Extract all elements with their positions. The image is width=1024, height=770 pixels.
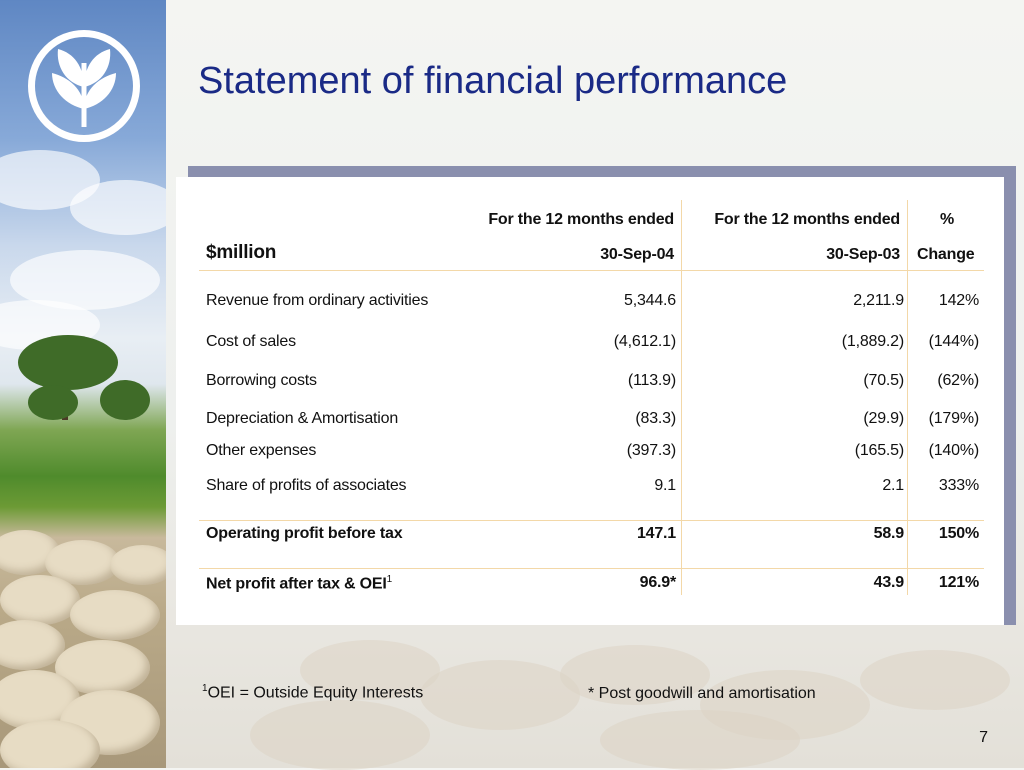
- row-change: 333%: [938, 477, 979, 494]
- row-label: Borrowing costs: [206, 372, 317, 389]
- row-change: (62%): [937, 372, 979, 389]
- financial-table-panel: [176, 177, 1004, 625]
- row-change: 142%: [938, 292, 979, 309]
- header-2004-line2: 30-Sep-04: [600, 246, 674, 263]
- row-label: Other expenses: [206, 442, 317, 459]
- row-value-2004: (113.9): [627, 372, 676, 389]
- header-unit-label: $million: [206, 242, 277, 263]
- wheat-emblem-logo: [28, 30, 140, 142]
- slide-title: Statement of financial performance: [198, 60, 788, 102]
- farm-photo-strip: [0, 0, 166, 768]
- row-value-2003: 2,211.9: [853, 292, 904, 309]
- net-profit-label-sup: 1: [386, 574, 393, 585]
- net-profit-label-text: Net profit after tax & OEI: [206, 575, 387, 593]
- header-2003-line2: 30-Sep-03: [826, 246, 900, 263]
- operating-profit-rule: [199, 520, 984, 521]
- row-value-2004: 147.1: [636, 525, 676, 542]
- row-value-2003: (165.5): [854, 442, 904, 459]
- table-shadow-top: [188, 166, 1016, 177]
- net-profit-rule: [199, 568, 984, 569]
- row-change: 150%: [938, 525, 979, 542]
- row-value-2004: (83.3): [635, 410, 676, 427]
- row-change: (140%): [928, 442, 980, 459]
- header-2003-line1: For the 12 months ended: [714, 211, 900, 228]
- footnote-oei: 1OEI = Outside Equity Interests: [202, 683, 423, 702]
- row-value-2003: (70.5): [863, 372, 904, 389]
- row-value-2003: (1,889.2): [841, 333, 904, 350]
- row-label: Operating profit before tax: [206, 525, 403, 542]
- row-change: (144%): [928, 333, 980, 350]
- row-value-2004: 9.1: [654, 477, 676, 494]
- header-rule: [199, 270, 984, 271]
- header-change-line2: Change: [917, 246, 975, 263]
- row-value-2003: 43.9: [873, 574, 905, 591]
- footnote-oei-sup: 1: [202, 683, 208, 694]
- row-change: 121%: [938, 574, 979, 591]
- row-value-2004: 96.9*: [639, 574, 677, 591]
- row-value-2004: (397.3): [626, 442, 676, 459]
- row-value-2004: 5,344.6: [624, 292, 676, 309]
- row-label: Net profit after tax & OEI1: [206, 574, 392, 593]
- row-value-2003: (29.9): [863, 410, 904, 427]
- column-divider: [907, 200, 908, 595]
- row-value-2004: (4,612.1): [613, 333, 676, 350]
- row-label: Revenue from ordinary activities: [206, 292, 429, 309]
- footnote-oei-text: OEI = Outside Equity Interests: [207, 684, 424, 702]
- column-divider: [681, 200, 682, 595]
- row-change: (179%): [928, 410, 980, 427]
- header-2004-line1: For the 12 months ended: [488, 211, 674, 228]
- row-value-2003: 2.1: [882, 477, 904, 494]
- header-change-line1: %: [940, 211, 955, 228]
- row-label: Depreciation & Amortisation: [206, 410, 399, 427]
- table-shadow-right: [1004, 166, 1016, 625]
- row-label: Cost of sales: [206, 333, 296, 350]
- row-label: Share of profits of associates: [206, 477, 407, 494]
- footnote-asterisk: * Post goodwill and amortisation: [588, 685, 816, 702]
- wheat-icon: [52, 49, 116, 127]
- page-number: 7: [979, 729, 988, 746]
- row-value-2003: 58.9: [873, 525, 905, 542]
